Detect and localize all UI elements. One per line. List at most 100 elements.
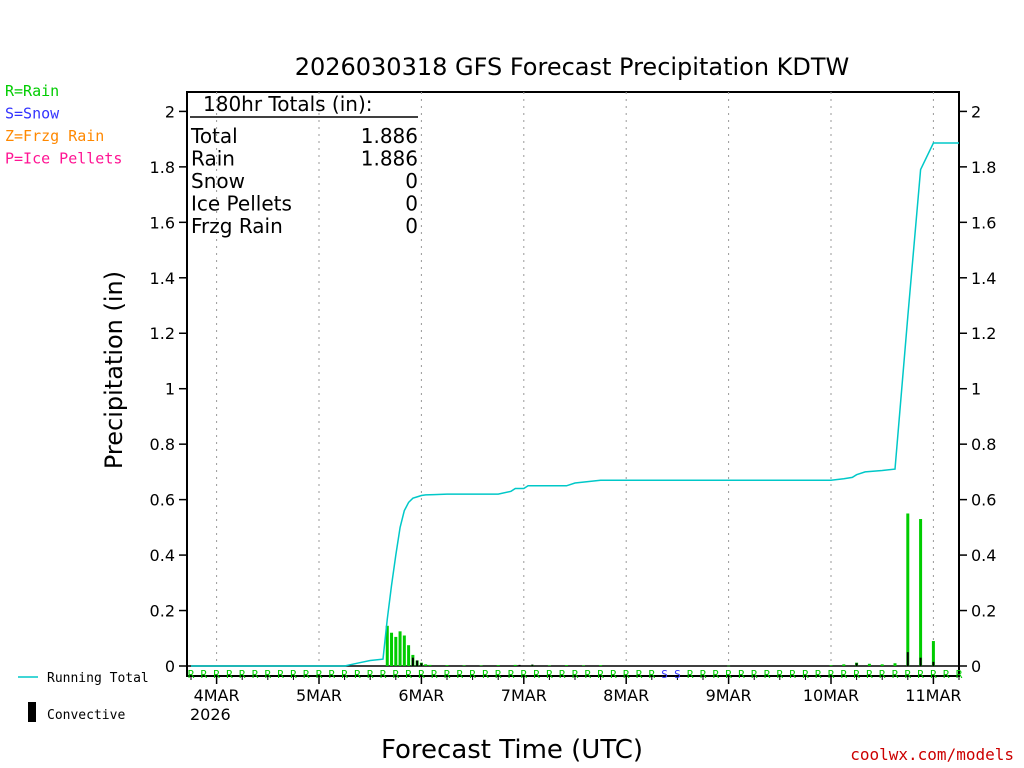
precip-type-marker: R: [956, 668, 963, 681]
precip-type-legend: R=Rain S=Snow Z=Frzg Rain P=Ice Pellets: [5, 82, 122, 168]
totals-row-value: 1.886: [361, 124, 418, 148]
precip-type-marker: R: [904, 668, 911, 681]
precip-type-marker: R: [853, 668, 860, 681]
precip-type-marker: R: [776, 668, 783, 681]
y-tick-label-right: 0.6: [971, 491, 996, 510]
precip-type-legend-item: S=Snow: [5, 105, 60, 123]
rain-bar: [880, 664, 884, 666]
precip-type-marker: R: [584, 668, 591, 681]
credit-text: coolwx.com/models: [850, 745, 1014, 764]
precip-type-marker: R: [738, 668, 745, 681]
precip-type-marker: R: [354, 668, 361, 681]
precip-type-marker: R: [559, 668, 566, 681]
precip-type-marker: R: [380, 668, 387, 681]
precip-type-marker: R: [917, 668, 924, 681]
precip-type-marker: R: [789, 668, 796, 681]
precip-type-marker: R: [712, 668, 719, 681]
precip-type-marker: R: [405, 668, 412, 681]
totals-row-label: Snow: [191, 169, 245, 193]
precip-type-marker: R: [328, 668, 335, 681]
rain-bar: [547, 665, 551, 666]
totals-row-value: 1.886: [361, 147, 418, 171]
rain-bar: [842, 664, 846, 666]
rain-bar: [402, 635, 406, 666]
running-total-line: [191, 142, 959, 667]
totals-box: 180hr Totals (in): Total 1.886 Rain 1.886 Sn…: [190, 92, 418, 238]
convective-legend-swatch: [28, 702, 36, 722]
rain-bar: [893, 663, 897, 666]
rain-bar: [428, 664, 432, 666]
y-tick-label-left: 2: [165, 102, 175, 121]
precip-type-marker: R: [815, 668, 822, 681]
rain-bar: [445, 665, 449, 666]
y-tick-label-right: 0: [971, 657, 981, 676]
precip-type-marker: R: [469, 668, 476, 681]
precip-type-marker: R: [264, 668, 271, 681]
precip-type-marker: R: [508, 668, 515, 681]
convective-bars: [411, 652, 935, 666]
y-tick-label-right: 1: [971, 380, 981, 399]
precip-type-marker: R: [866, 668, 873, 681]
totals-row-label: Rain: [191, 147, 235, 171]
y-tick-label-right: 0.2: [971, 602, 996, 621]
precip-type-legend-item: Z=Frzg Rain: [5, 127, 104, 145]
precip-type-marker: R: [623, 668, 630, 681]
precip-type-marker: S: [674, 668, 681, 681]
precip-type-legend-item: R=Rain: [5, 82, 59, 100]
x-tick-label: 11MAR: [905, 686, 961, 705]
y-tick-label-right: 1.2: [971, 324, 996, 343]
x-tick-label: 10MAR: [803, 686, 859, 705]
precip-type-marker: R: [700, 668, 707, 681]
precip-type-marker: R: [444, 668, 451, 681]
precip-type-marker: R: [303, 668, 310, 681]
convective-bar: [906, 652, 909, 666]
rain-bar: [462, 665, 466, 666]
convective-bar: [932, 661, 935, 666]
precip-type-marker: R: [764, 668, 771, 681]
plot-frame: [186, 91, 960, 677]
y-tick-label-left: 1: [165, 380, 175, 399]
rain-bar: [398, 631, 402, 666]
running-total-legend-label: Running Total: [47, 671, 149, 686]
precip-type-marker: R: [572, 668, 579, 681]
y-tick-label-left: 0.2: [150, 602, 175, 621]
rain-bar: [829, 665, 833, 666]
rain-bar: [394, 636, 398, 666]
rain-bar: [390, 632, 394, 666]
y-tick-label-left: 0: [165, 657, 175, 676]
x-tick-label: 6MAR: [398, 686, 444, 705]
rain-bar: [407, 645, 411, 666]
rain-bar: [479, 665, 483, 666]
x-axis-label: Forecast Time (UTC): [381, 735, 643, 765]
y-tick-label-left: 1.4: [150, 269, 175, 288]
precip-type-marker: R: [725, 668, 732, 681]
precip-type-marker: R: [456, 668, 463, 681]
precip-type-marker: R: [892, 668, 899, 681]
totals-row-value: 0: [405, 192, 418, 216]
y-tick-label-left: 1.2: [150, 324, 175, 343]
precip-type-marker: S: [661, 668, 668, 681]
precip-type-marker: R: [802, 668, 809, 681]
y-tick-label-left: 1.8: [150, 158, 175, 177]
totals-row-value: 0: [405, 169, 418, 193]
convective-bar: [919, 657, 922, 666]
precip-type-marker: R: [367, 668, 374, 681]
y-tick-label-left: 0.4: [150, 546, 175, 565]
precip-type-marker: R: [482, 668, 489, 681]
precip-type-marker: R: [610, 668, 617, 681]
rain-bars: [385, 513, 935, 667]
precip-type-marker: R: [226, 668, 233, 681]
totals-row-label: Ice Pellets: [191, 192, 292, 216]
x-tick-label: 5MAR: [296, 686, 342, 705]
rain-bar: [424, 664, 428, 666]
y-axis-right: 0 0.2 0.4 0.6 0.8 1 1.2 1.4 1.6 1.8 2: [959, 102, 996, 676]
precip-type-marker: R: [520, 668, 527, 681]
convective-bar: [416, 660, 419, 666]
precip-type-marker: R: [188, 668, 195, 681]
precip-type-marker: R: [546, 668, 553, 681]
totals-header: 180hr Totals (in):: [203, 92, 373, 116]
y-tick-label-right: 0.4: [971, 546, 996, 565]
precip-type-marker: R: [751, 668, 758, 681]
precip-type-marker: R: [687, 668, 694, 681]
x-tick-label: 9MAR: [706, 686, 752, 705]
